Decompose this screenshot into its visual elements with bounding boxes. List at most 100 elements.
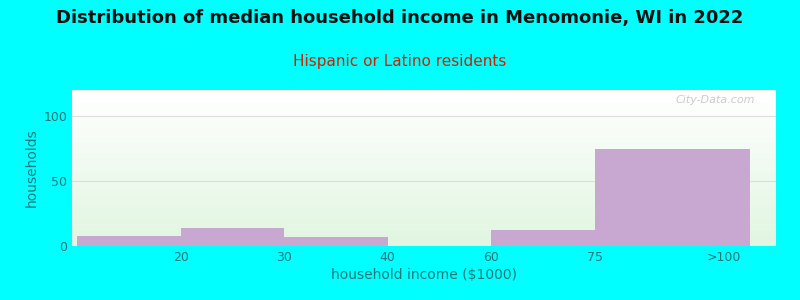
Bar xyxy=(72,145,776,146)
Bar xyxy=(72,158,776,159)
Bar xyxy=(72,143,776,144)
Bar xyxy=(72,98,776,99)
Bar xyxy=(72,126,776,127)
Bar xyxy=(72,129,776,130)
Bar xyxy=(72,169,776,170)
Bar xyxy=(72,146,776,147)
Bar xyxy=(72,120,776,121)
Bar xyxy=(72,244,776,245)
Bar xyxy=(72,186,776,187)
Bar xyxy=(72,205,776,206)
Bar xyxy=(72,234,776,235)
Bar xyxy=(72,116,776,117)
Bar xyxy=(72,190,776,191)
Bar xyxy=(72,197,776,198)
Bar xyxy=(72,118,776,119)
Bar xyxy=(72,157,776,158)
Bar xyxy=(72,232,776,233)
Bar xyxy=(72,166,776,167)
Bar xyxy=(72,196,776,197)
Bar xyxy=(72,96,776,97)
Bar xyxy=(72,128,776,129)
Bar xyxy=(72,105,776,106)
Bar xyxy=(72,109,776,110)
X-axis label: household income ($1000): household income ($1000) xyxy=(331,268,517,282)
Bar xyxy=(72,202,776,203)
Bar xyxy=(72,138,776,139)
Bar xyxy=(72,242,776,243)
Bar xyxy=(72,115,776,116)
Bar xyxy=(72,171,776,172)
Bar xyxy=(72,199,776,200)
Bar xyxy=(72,132,776,133)
Bar xyxy=(72,223,776,224)
Bar xyxy=(72,230,776,231)
Bar xyxy=(72,99,776,100)
Bar xyxy=(72,187,776,188)
Text: Distribution of median household income in Menomonie, WI in 2022: Distribution of median household income … xyxy=(56,9,744,27)
Bar xyxy=(72,133,776,134)
Bar xyxy=(72,108,776,109)
Bar xyxy=(72,224,776,225)
Bar xyxy=(72,117,776,118)
Bar xyxy=(72,170,776,171)
Bar xyxy=(72,210,776,211)
Bar xyxy=(72,240,776,241)
Bar xyxy=(491,230,595,246)
Bar xyxy=(72,218,776,219)
Bar xyxy=(72,160,776,161)
Bar xyxy=(72,121,776,122)
Bar xyxy=(72,239,776,240)
Bar xyxy=(72,93,776,94)
Bar xyxy=(72,193,776,194)
Bar xyxy=(72,174,776,175)
Bar xyxy=(595,148,750,246)
Bar xyxy=(72,216,776,217)
Bar xyxy=(72,148,776,149)
Bar xyxy=(72,176,776,177)
Bar xyxy=(284,237,388,246)
Bar xyxy=(72,149,776,150)
Bar xyxy=(72,235,776,236)
Bar xyxy=(72,103,776,104)
Bar xyxy=(72,212,776,213)
Bar xyxy=(72,188,776,189)
Bar xyxy=(72,222,776,223)
Bar xyxy=(72,119,776,120)
Bar xyxy=(72,228,776,229)
Bar xyxy=(72,192,776,193)
Bar xyxy=(72,114,776,115)
Bar xyxy=(72,162,776,163)
Bar xyxy=(72,173,776,174)
Bar xyxy=(72,233,776,234)
Bar xyxy=(72,183,776,184)
Bar xyxy=(72,209,776,210)
Bar xyxy=(72,112,776,113)
Bar xyxy=(72,220,776,221)
Bar xyxy=(72,221,776,222)
Bar xyxy=(72,113,776,114)
Bar xyxy=(72,95,776,96)
Bar xyxy=(72,134,776,135)
Bar xyxy=(72,200,776,201)
Bar xyxy=(72,159,776,160)
Bar xyxy=(72,106,776,107)
Bar xyxy=(72,168,776,169)
Bar xyxy=(72,142,776,143)
Bar xyxy=(72,156,776,157)
Bar xyxy=(72,135,776,136)
Bar xyxy=(72,140,776,141)
Bar xyxy=(72,237,776,238)
Bar xyxy=(72,185,776,186)
Bar xyxy=(72,201,776,202)
Bar xyxy=(72,172,776,173)
Bar xyxy=(72,164,776,165)
Bar xyxy=(72,154,776,155)
Bar xyxy=(72,124,776,125)
Bar xyxy=(72,211,776,212)
Bar xyxy=(72,123,776,124)
Bar xyxy=(72,227,776,228)
Bar xyxy=(72,110,776,111)
Text: City-Data.com: City-Data.com xyxy=(675,95,755,105)
Bar xyxy=(72,104,776,105)
